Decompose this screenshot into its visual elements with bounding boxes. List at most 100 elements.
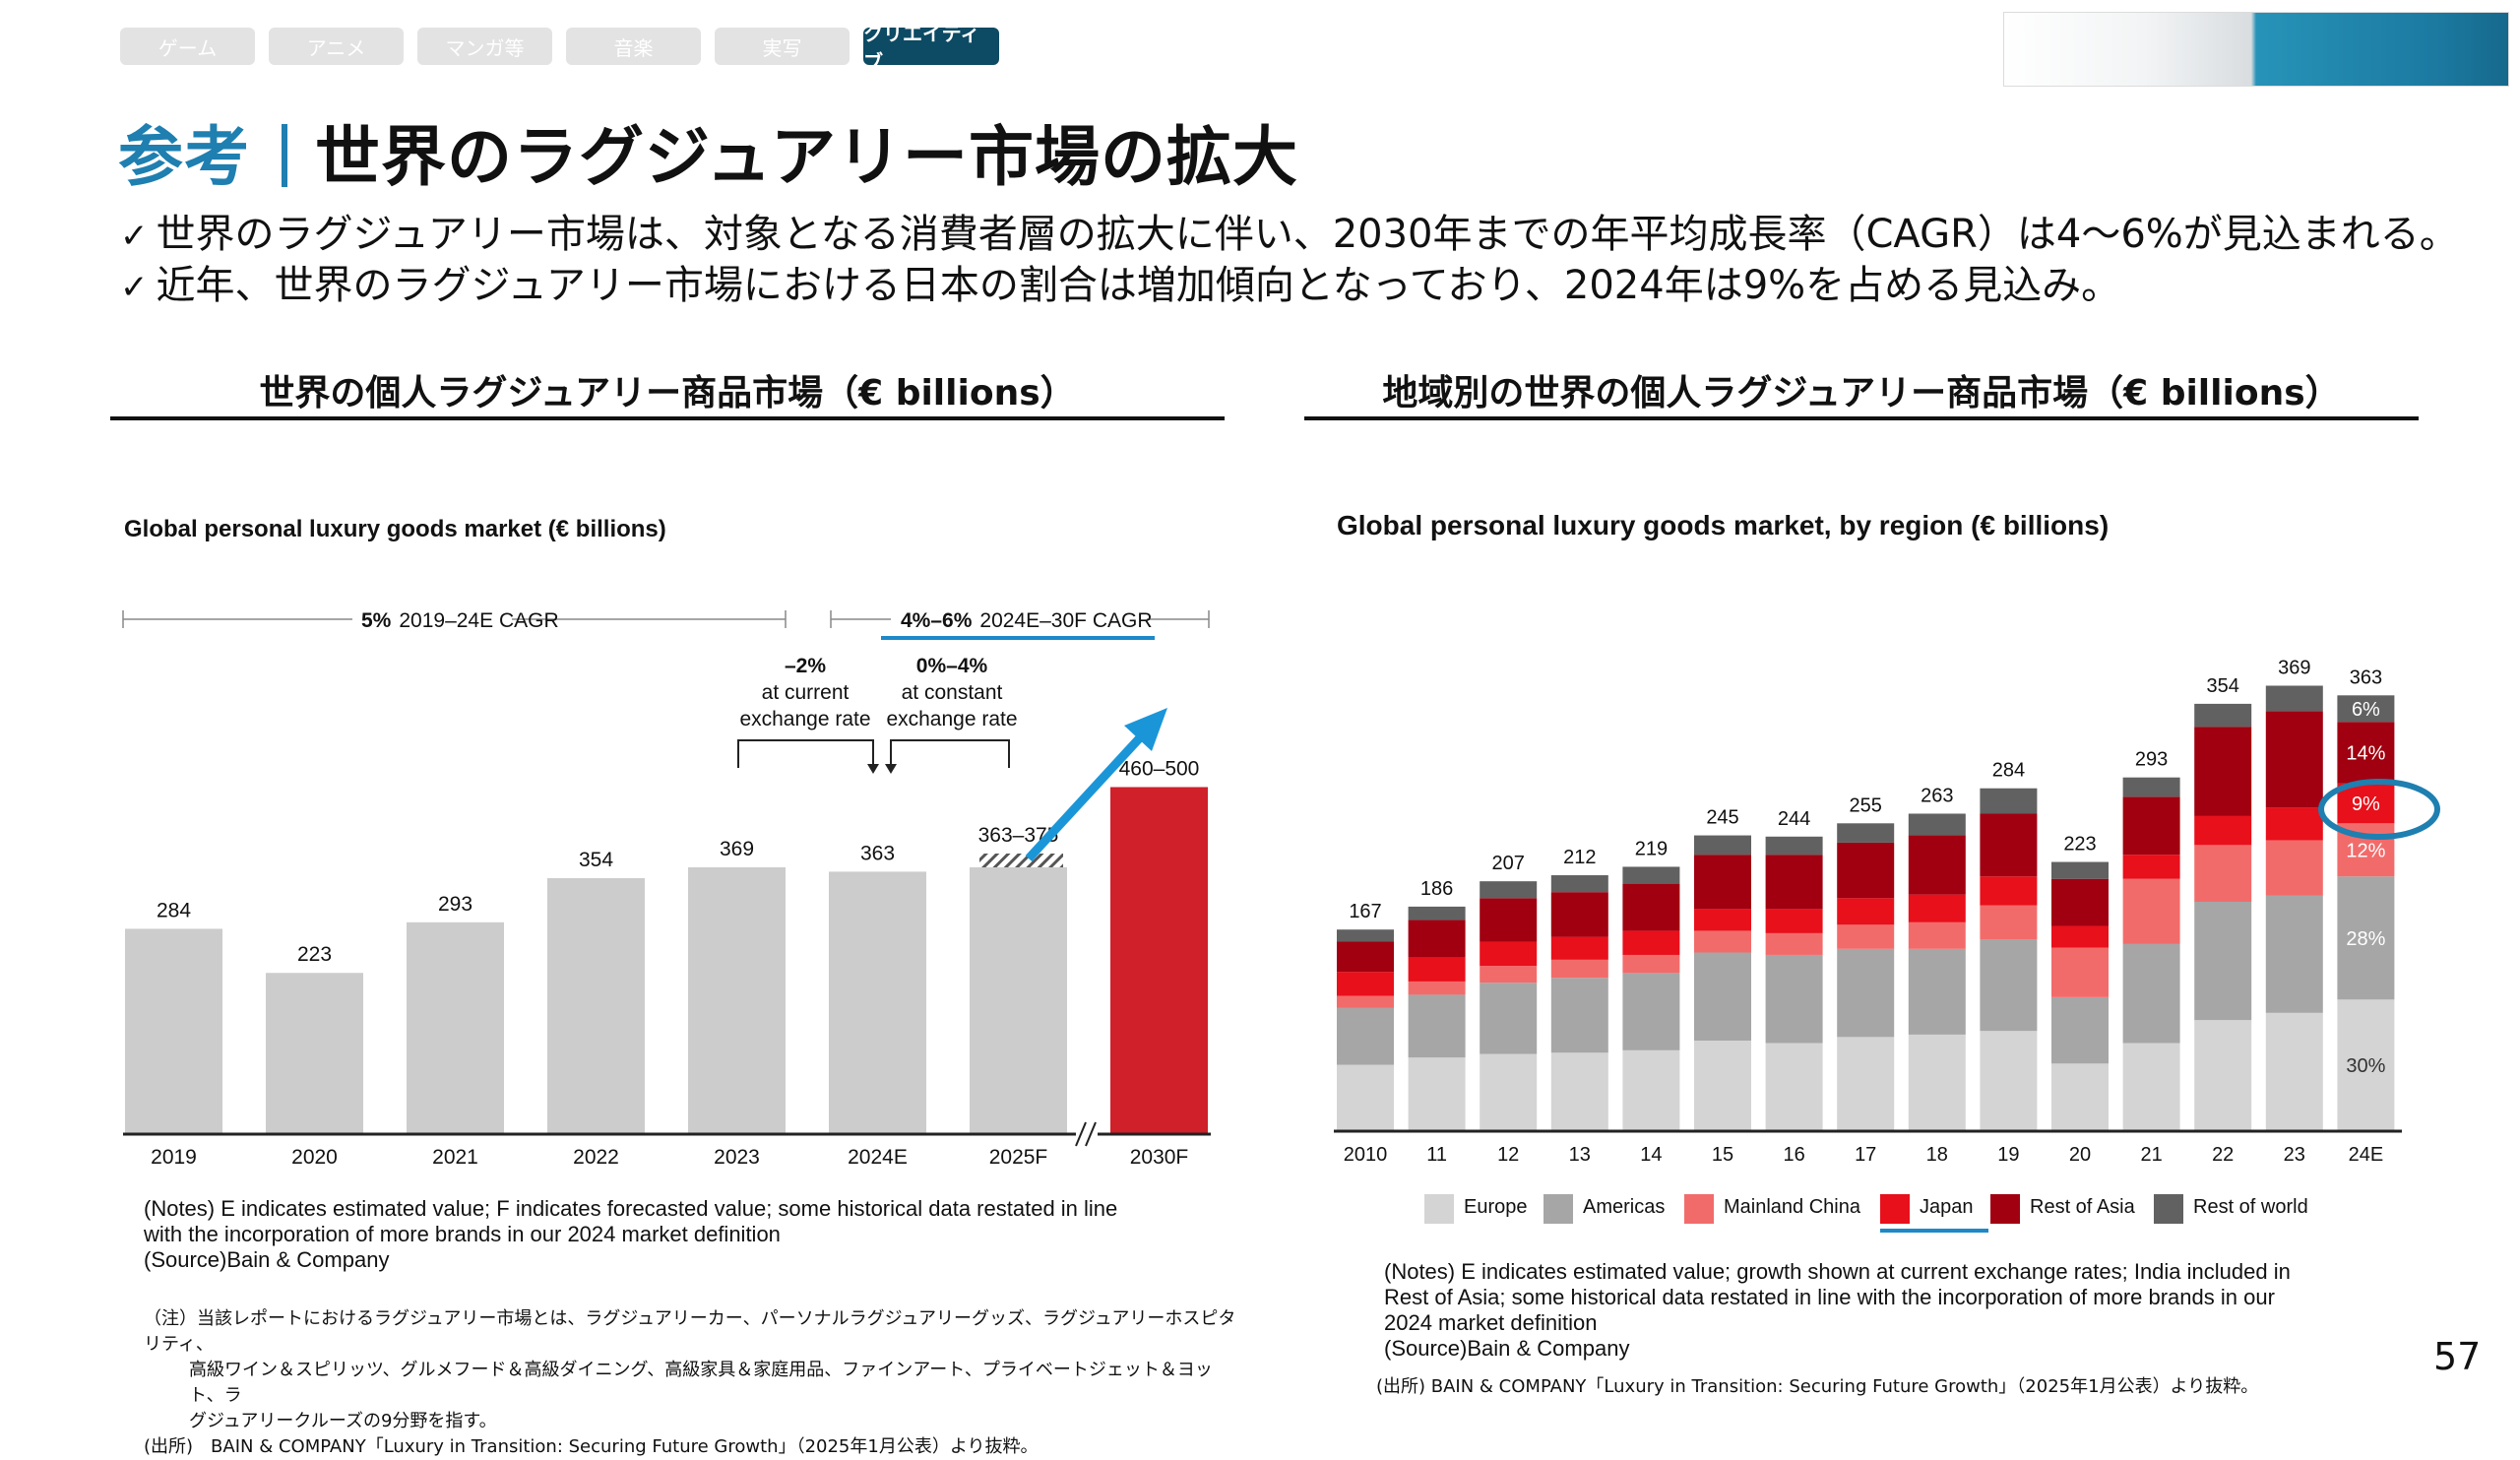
total-label-2010: 167: [1349, 901, 1381, 922]
left-section-rule: [110, 416, 1225, 420]
category-label-19: 19: [1997, 1144, 2019, 1166]
segment-europe-12: [1480, 1053, 1538, 1131]
left-chart-title: Global personal luxury goods market (€ b…: [124, 516, 666, 542]
segment-rest-of-asia-16: [1765, 855, 1823, 910]
category-label-2019: 2019: [151, 1146, 197, 1169]
total-label-15: 245: [1706, 807, 1738, 829]
category-label-24E: 24E: [2349, 1144, 2384, 1166]
share-label-mainland-china: 12%: [2346, 840, 2385, 861]
segment-japan-2010: [1337, 972, 1394, 996]
segment-rest-of-asia-20: [2051, 878, 2109, 926]
segment-americas-13: [1550, 978, 1608, 1053]
segment-europe-18: [1908, 1034, 1966, 1131]
segment-rest-of-world-19: [1980, 788, 2038, 814]
left-japanese-notes: （注）当該レポートにおけるラグジュアリー市場とは、ラグジュアリーカー、パーソナル…: [144, 1306, 1246, 1460]
segment-europe-24E: [2337, 999, 2395, 1131]
bullet-list: ✓ 世界のラグジュアリー市場は、対象となる消費者層の拡大に伴い、2030年までの年…: [120, 210, 2459, 312]
segment-americas-11: [1408, 994, 1466, 1058]
tab-manga[interactable]: マンガ等: [417, 28, 552, 65]
category-label-18: 18: [1926, 1144, 1948, 1166]
segment-mainland-china-22: [2194, 845, 2252, 903]
segment-europe-20: [2051, 1063, 2109, 1131]
tab-creative[interactable]: クリエイティブ: [863, 22, 999, 74]
segment-americas-19: [1980, 939, 2038, 1032]
constant-rate-l1: at constant: [902, 681, 1003, 704]
svg-text:5%2019–24E CAGR: 5% 2019–24E CAGR: [361, 609, 559, 632]
total-label-14: 219: [1635, 838, 1668, 859]
segment-europe-16: [1765, 1043, 1823, 1131]
svg-text:4%–6%2024E–30F CAGR: 4%–6% 2024E–30F CAGR: [901, 609, 1153, 632]
segment-rest-of-world-15: [1694, 835, 1751, 856]
segment-japan-16: [1765, 909, 1823, 933]
segment-rest-of-world-17: [1837, 823, 1895, 843]
value-label-2021: 293: [438, 893, 472, 916]
segment-japan-22: [2194, 815, 2252, 846]
share-label-americas: 28%: [2346, 928, 2385, 950]
value-label-2022: 354: [579, 849, 613, 871]
constant-bracket: [890, 739, 1010, 768]
right-notes: (Notes) E indicates estimated value; gro…: [1384, 1259, 2427, 1362]
forecast-range-hatch: [979, 854, 1063, 868]
category-label-15: 15: [1712, 1144, 1733, 1166]
right-section-rule: [1304, 416, 2419, 420]
note-line: (Notes) E indicates estimated value; gro…: [1384, 1259, 2291, 1284]
segment-americas-18: [1908, 948, 1966, 1035]
growth-arrow: [1025, 730, 1148, 862]
segment-rest-of-asia-21: [2122, 796, 2180, 856]
segment-europe-19: [1980, 1031, 2038, 1131]
total-label-19: 284: [1992, 760, 2025, 782]
category-label-23: 23: [2284, 1144, 2305, 1166]
total-label-23: 369: [2278, 657, 2310, 678]
segment-japan-24E: [2337, 783, 2395, 824]
cagr-fore-label: 2024E–30F CAGR: [979, 609, 1152, 632]
legend-label-europe: Europe: [1464, 1196, 1528, 1218]
segment-rest-of-world-2010: [1337, 929, 1394, 942]
total-label-13: 212: [1563, 847, 1596, 868]
value-label-2019: 284: [157, 899, 191, 921]
total-label-16: 244: [1778, 808, 1810, 830]
axis-break-mark: [1075, 1121, 1087, 1147]
note-line: with the incorporation of more brands in…: [144, 1222, 781, 1246]
axis-break-gap: [1076, 1122, 1098, 1144]
bullet-item: ✓ 世界のラグジュアリー市場は、対象となる消費者層の拡大に伴い、2030年までの年…: [120, 210, 2459, 261]
segment-europe-23: [2265, 1012, 2323, 1131]
segment-japan-20: [2051, 925, 2109, 948]
constant-bracket-arrow: [885, 764, 897, 774]
segment-americas-14: [1622, 973, 1680, 1050]
current-rate-pct: –2%: [785, 655, 826, 677]
segment-europe-11: [1408, 1057, 1466, 1131]
segment-mainland-china-17: [1837, 924, 1895, 949]
tab-live-action[interactable]: 実写: [715, 28, 850, 65]
category-label-20: 20: [2069, 1144, 2091, 1166]
segment-rest-of-asia-2010: [1337, 941, 1394, 973]
tab-music[interactable]: 音楽: [566, 28, 701, 65]
value-label-2030F: 460–500: [1119, 757, 1200, 780]
segment-japan-13: [1550, 936, 1608, 960]
segment-rest-of-world-21: [2122, 777, 2180, 797]
title-main: 世界のラグジュアリー市場の拡大: [315, 119, 1299, 195]
segment-europe-17: [1837, 1037, 1895, 1131]
tab-anime[interactable]: アニメ: [269, 28, 404, 65]
segment-japan-11: [1408, 957, 1466, 982]
segment-rest-of-asia-12: [1480, 898, 1538, 942]
bullet-text: 世界のラグジュアリー市場は、対象となる消費者層の拡大に伴い、2030年までの年平…: [156, 212, 2459, 257]
bullet-text: 近年、世界のラグジュアリー市場における日本の割合は増加傾向となっており、2024…: [156, 263, 2121, 308]
cagr-hist-label: 2019–24E CAGR: [399, 609, 558, 632]
legend-swatch-mainland-china: [1684, 1194, 1714, 1224]
value-label-2025F: 363–375: [978, 824, 1059, 847]
title-prefix: 参考: [118, 119, 250, 195]
segment-rest-of-asia-11: [1408, 920, 1466, 958]
page-number: 57: [2433, 1335, 2482, 1378]
tab-game[interactable]: ゲーム: [120, 28, 255, 65]
segment-mainland-china-19: [1980, 905, 2038, 940]
segment-europe-14: [1622, 1049, 1680, 1131]
category-label-2020: 2020: [291, 1146, 338, 1169]
share-label-europe: 30%: [2346, 1055, 2385, 1077]
segment-mainland-china-23: [2265, 840, 2323, 896]
category-label-16: 16: [1783, 1144, 1804, 1166]
total-label-18: 263: [1921, 785, 1953, 806]
segment-rest-of-asia-24E: [2337, 722, 2395, 784]
axis-break-mark: [1085, 1121, 1097, 1147]
